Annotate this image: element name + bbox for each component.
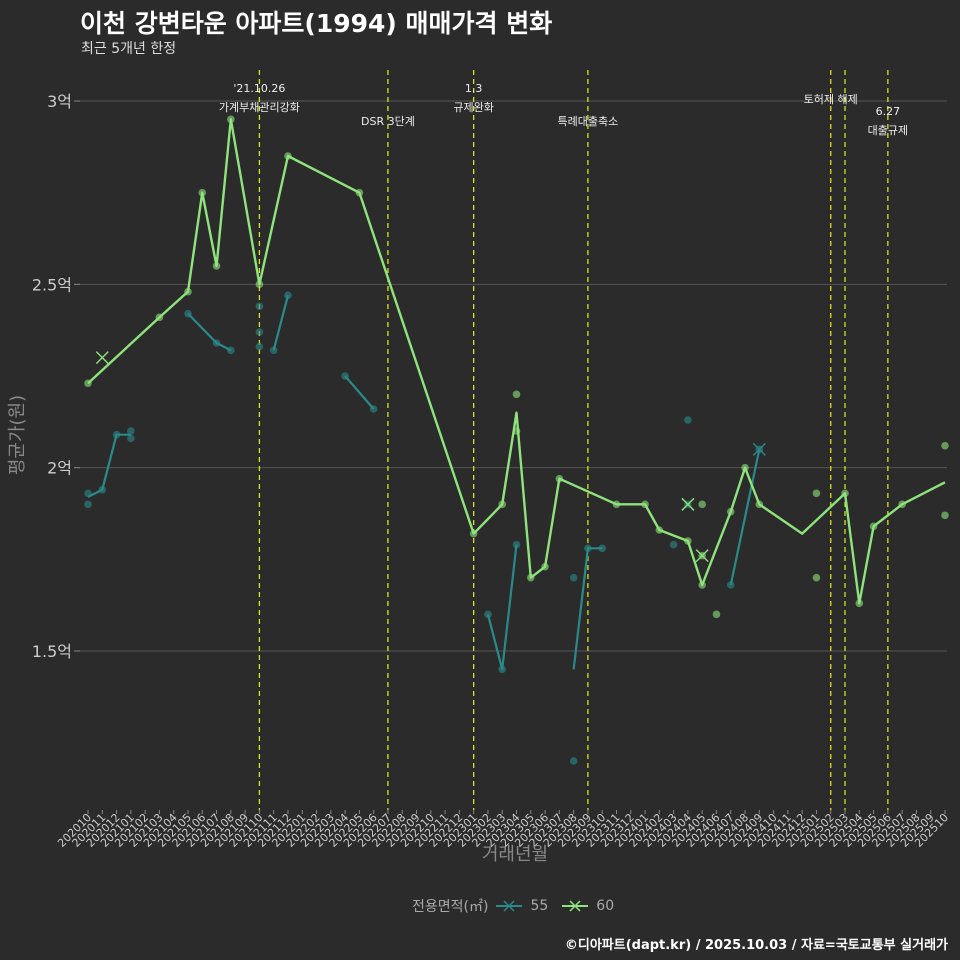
- data-point: [84, 500, 92, 509]
- data-point: [212, 262, 221, 270]
- data-point: [526, 573, 535, 582]
- data-point: [655, 526, 664, 534]
- data-point: [255, 280, 264, 289]
- y-tick-label: 1.5억: [32, 642, 72, 661]
- data-point: [712, 610, 721, 619]
- data-point: [469, 529, 478, 538]
- event-annotation: DSR 3단계: [361, 115, 415, 128]
- series-55-line: [87, 433, 131, 498]
- data-point: [898, 500, 906, 509]
- event-annotation: 토허제 해제: [804, 92, 858, 106]
- data-point: [284, 291, 292, 300]
- cross-marker: [95, 351, 109, 365]
- legend: 전용면적(㎡) 55 60: [412, 896, 620, 916]
- data-point: [498, 500, 507, 509]
- data-point: [98, 485, 107, 494]
- data-point: [184, 309, 192, 318]
- source-caption: ©디아파트(dapt.kr) / 2025.10.03 / 자료=국토교통부 실…: [564, 938, 948, 953]
- data-point: [227, 346, 235, 355]
- cross-marker: [695, 549, 709, 563]
- y-tick-label: 3억: [47, 92, 72, 111]
- data-point: [684, 416, 692, 424]
- y-tick-label: 2억: [47, 459, 72, 478]
- data-point: [212, 339, 221, 347]
- data-point: [269, 346, 278, 355]
- cross-marker: [681, 497, 695, 511]
- data-point: [584, 544, 592, 553]
- y-axis-label: 평균가(원): [7, 394, 28, 476]
- event-annotation: 규제완화: [453, 101, 493, 114]
- data-point: [569, 757, 578, 765]
- data-point: [726, 581, 735, 589]
- data-point: [498, 665, 507, 674]
- data-point: [84, 489, 92, 498]
- legend-label-60: 60: [596, 898, 615, 914]
- data-point: [84, 379, 92, 388]
- data-point: [255, 342, 264, 351]
- data-point: [198, 188, 207, 197]
- event-annotation: 특례대출축소: [558, 115, 619, 128]
- cross-marker: [752, 442, 766, 456]
- data-point: [726, 507, 735, 516]
- data-point: [869, 522, 878, 531]
- chart-title: 이천 강변타운 아파트(1994) 매매가격 변화: [80, 9, 553, 38]
- data-point: [512, 390, 521, 399]
- data-point: [284, 152, 292, 160]
- series-55-line: [187, 312, 232, 352]
- series-60-line: [87, 118, 946, 605]
- data-point: [698, 500, 706, 509]
- y-tick-label: 2.5억: [32, 275, 72, 294]
- legend-key-55: [496, 900, 523, 912]
- data-point: [841, 489, 849, 498]
- data-point: [569, 573, 578, 582]
- x-axis-label: 거래년월: [481, 844, 549, 865]
- legend-key-60: [562, 900, 589, 912]
- data-point: [255, 302, 264, 311]
- data-point: [755, 500, 764, 509]
- event-annotation: 가계부채관리강화: [219, 101, 300, 114]
- chart-subtitle: 최근 5개년 한정: [81, 41, 177, 57]
- data-point: [541, 562, 549, 571]
- data-point: [255, 328, 264, 336]
- data-point: [698, 581, 706, 589]
- data-point: [184, 287, 192, 296]
- legend-label-55: 55: [530, 898, 549, 914]
- event-annotation: 1.3: [465, 82, 483, 95]
- data-point: [155, 313, 164, 322]
- data-point: [812, 489, 821, 498]
- data-point: [127, 434, 135, 443]
- data-point: [355, 188, 364, 197]
- legend-title: 전용면적(㎡): [412, 899, 489, 915]
- data-point: [512, 427, 521, 435]
- data-point: [598, 544, 606, 553]
- data-point: [855, 599, 864, 608]
- event-annotation: 6.27: [876, 105, 901, 118]
- data-point: [684, 537, 692, 545]
- series-55-line: [729, 449, 761, 586]
- data-point: [227, 115, 235, 124]
- data-point: [369, 405, 378, 413]
- data-point: [641, 500, 649, 509]
- data-point: [941, 441, 949, 450]
- data-point: [669, 540, 678, 549]
- data-point: [812, 573, 821, 582]
- data-point: [512, 540, 521, 549]
- series-55-line: [272, 295, 290, 351]
- series-55-line: [344, 375, 375, 410]
- data-point: [941, 511, 949, 520]
- data-point: [484, 610, 492, 619]
- data-point: [741, 463, 749, 472]
- data-point: [112, 430, 121, 439]
- event-annotation: '21.10.26: [233, 82, 285, 95]
- data-point: [127, 427, 135, 435]
- data-point: [612, 500, 621, 509]
- data-point: [555, 474, 564, 483]
- data-point: [341, 372, 349, 380]
- event-annotation: 대출규제: [868, 124, 908, 137]
